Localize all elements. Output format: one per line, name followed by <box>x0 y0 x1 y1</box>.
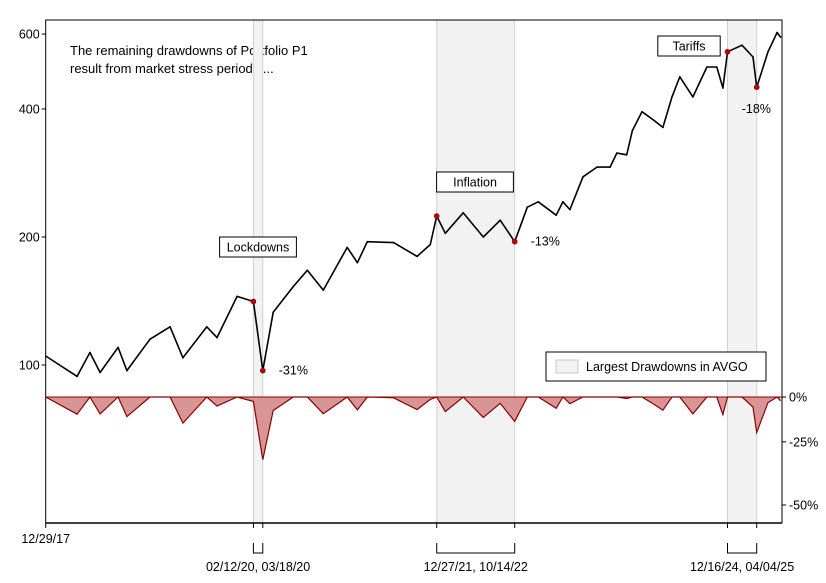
price-point <box>117 346 119 349</box>
period-label-box <box>436 171 514 193</box>
drawdown-line <box>45 395 782 460</box>
price-point <box>216 336 218 339</box>
period-label-box <box>657 35 721 57</box>
price-point <box>416 255 418 258</box>
price-point <box>641 110 643 113</box>
price-point <box>715 66 718 68</box>
price-point <box>205 325 208 328</box>
price-point <box>236 295 238 298</box>
period-bracket <box>252 543 264 554</box>
shade-period-2 <box>727 20 757 523</box>
plot-frame <box>45 19 783 523</box>
shade-period-0 <box>253 20 263 523</box>
price-point <box>692 96 694 98</box>
annotation-line-2: result from market stress periods ... <box>70 61 274 76</box>
price-point <box>678 76 681 78</box>
price-point <box>76 375 78 378</box>
price-point <box>779 36 782 38</box>
drawdown-marker <box>724 49 731 55</box>
annotation-line-1: The remaining drawdowns of Portfolio P1 <box>70 43 308 58</box>
period-bracket <box>726 543 758 554</box>
period-label-inflation: Inflation <box>453 176 497 190</box>
price-point <box>722 87 724 89</box>
drawdown-pct-label: -13% <box>531 235 560 249</box>
price-point <box>741 44 743 46</box>
y-tick-label: 100 <box>19 359 40 373</box>
price-point <box>322 289 325 291</box>
price-point <box>292 285 295 288</box>
period-label-lockdowns: Lockdowns <box>227 241 290 255</box>
drawdown-marker <box>259 367 266 374</box>
price-point <box>662 126 664 129</box>
price-point <box>366 240 369 243</box>
price-point <box>126 369 128 372</box>
price-point <box>616 152 618 154</box>
price-point <box>582 176 584 178</box>
price-point <box>99 371 101 374</box>
y-tick-label: 400 <box>19 102 40 116</box>
period-range-label: 12/16/24, 04/04/25 <box>690 560 794 574</box>
x-start-label: 12/29/17 <box>21 532 70 546</box>
shade-period-1 <box>436 20 515 523</box>
price-point <box>182 356 184 359</box>
price-point <box>526 206 529 208</box>
dd-tick-label: -50% <box>789 498 818 512</box>
period-bracket <box>436 543 516 554</box>
period-label-box <box>219 236 297 258</box>
drawdown-area <box>45 397 781 460</box>
price-point <box>169 325 171 328</box>
price-point <box>482 236 485 238</box>
y-tick-label: 200 <box>19 230 40 244</box>
price-point <box>752 56 754 58</box>
price-point <box>767 51 769 53</box>
price-point <box>462 211 465 214</box>
legend-label: Largest Drawdowns in AVGO <box>586 360 748 374</box>
price-point <box>356 261 359 264</box>
price-point <box>652 119 655 121</box>
price-point <box>609 166 611 168</box>
price-point <box>306 269 309 272</box>
price-point <box>569 208 571 211</box>
price-point <box>625 154 628 156</box>
price-point <box>392 241 395 244</box>
drawdown-marker <box>753 84 760 90</box>
y-tick-label: 600 <box>19 28 40 42</box>
price-point <box>555 214 558 217</box>
price-point <box>149 338 151 340</box>
chart-annotation: The remaining drawdowns of Portfolio P1 … <box>70 42 308 78</box>
period-range-label: 12/27/21, 10/14/22 <box>424 560 528 574</box>
price-point <box>346 246 349 249</box>
price-point <box>444 232 447 235</box>
price-point <box>706 66 708 68</box>
price-point <box>562 200 564 203</box>
price-line <box>45 31 782 378</box>
price-point <box>499 219 502 222</box>
price-point <box>537 200 540 203</box>
price-point <box>596 166 598 168</box>
legend-box <box>545 351 767 382</box>
period-label-tariffs: Tariffs <box>672 40 705 54</box>
price-point <box>631 129 634 132</box>
dd-tick-label: -25% <box>789 435 818 449</box>
price-point <box>776 31 778 34</box>
period-range-label: 02/12/20, 03/18/20 <box>206 560 310 574</box>
price-point <box>429 243 432 246</box>
dd-tick-label: 0% <box>789 391 807 405</box>
drawdown-marker <box>511 238 518 245</box>
drawdown-pct-label: -18% <box>742 102 771 116</box>
drawdown-marker <box>250 298 257 305</box>
price-point <box>272 311 275 314</box>
drawdown-marker <box>433 213 440 219</box>
price-point <box>89 351 91 354</box>
price-point <box>671 96 673 98</box>
legend-swatch <box>555 359 579 374</box>
drawdown-pct-label: -31% <box>279 364 308 378</box>
